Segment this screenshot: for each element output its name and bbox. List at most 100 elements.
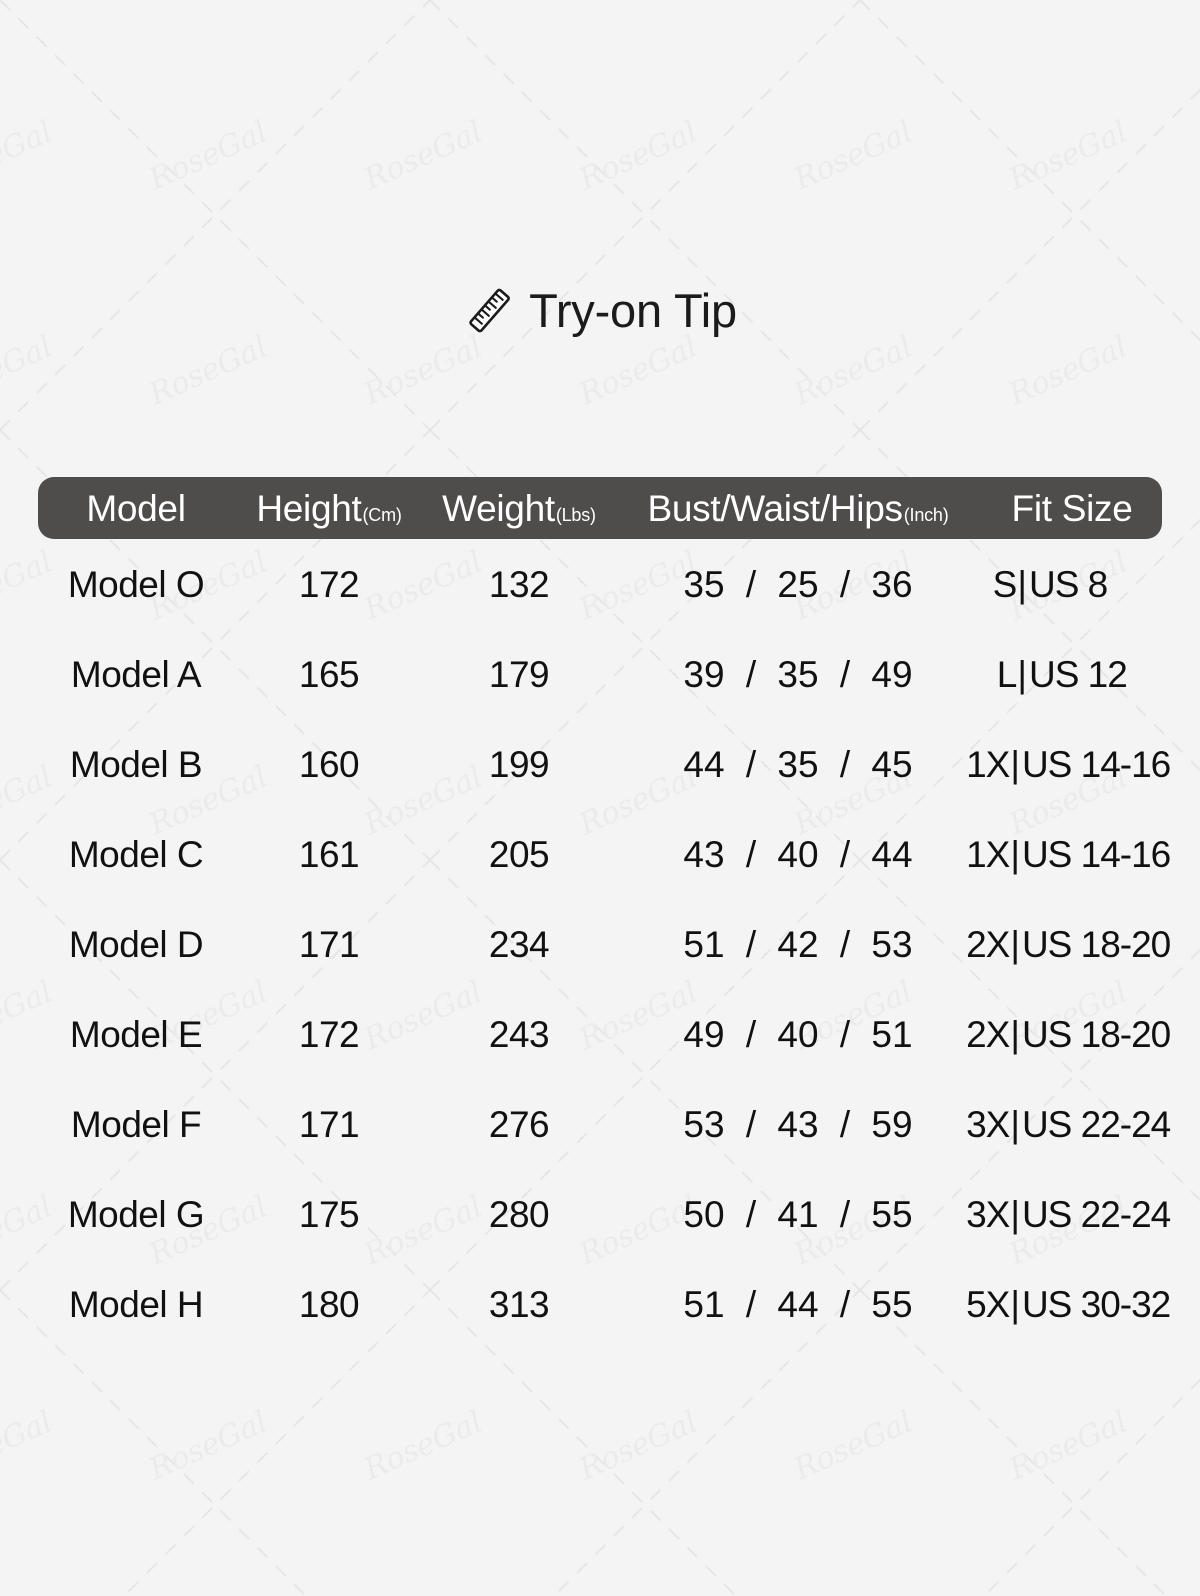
table-row: Model O 172 132 35 / 25 / 36 S | US 8 [38,539,1162,629]
measurement-waist: 40 [777,1013,819,1055]
cell-model: Model D [68,923,204,965]
cell-fit-size: 3X | US 22-24 [966,1196,1171,1233]
measurement-bust: 53 [683,1103,725,1145]
fit-size-us: US 18-20 [1021,923,1171,965]
column-header-fit-size: Fit Size [982,490,1162,527]
cell-bust-waist-hips: 50 / 41 / 55 [614,1196,982,1233]
cell-height: 171 [298,923,360,965]
measurement-bust: 35 [683,563,725,605]
column-header-bust-waist-hips-label: Bust/Waist/Hips [647,487,903,529]
measurement-separator: / [745,563,757,605]
fit-size-letter: L [996,653,1018,695]
fit-size-divider: | [1010,743,1020,785]
measurement-separator: / [745,1103,757,1145]
measurement-separator: / [839,1283,851,1325]
fit-size-letter: 1X [966,833,1010,875]
cell-fit-size: L | US 12 [982,656,1162,693]
cell-weight: 313 [488,1283,550,1325]
measurement-bust: 43 [683,833,725,875]
cell-fit-size: 5X | US 30-32 [966,1283,1171,1325]
measurement-bust: 39 [683,653,725,695]
cell-model: Model F [70,1103,202,1145]
measurement-separator: / [839,563,851,605]
cell-height: 161 [298,833,360,875]
measurement-waist: 41 [777,1193,819,1235]
cell-weight: 205 [488,833,550,875]
measurement-bust: 49 [683,1013,725,1055]
column-header-model-label: Model [86,487,186,529]
cell-weight: 179 [488,653,550,695]
measurement-separator: / [745,743,757,785]
measurement-separator: / [839,1193,851,1235]
column-header-weight: Weight (Lbs) [424,490,614,527]
table-header-row: Model Height (Cm) Weight (Lbs) Bust/Waist/… [38,477,1162,539]
cell-weight: 276 [488,1103,550,1145]
measurement-hips: 44 [871,833,913,875]
cell-height: 165 [298,653,360,695]
measurement-separator: / [839,1013,851,1055]
measurement-hips: 51 [871,1013,913,1055]
table-row: Model D 171 234 51 / 42 / 53 2X | US 18-20 [38,899,1171,989]
cell-height: 172 [298,1013,360,1055]
fit-size-letter: S [992,563,1018,605]
measurement-separator: / [839,923,851,965]
fit-size-divider: | [1017,563,1027,605]
page-title: Try-on Tip [0,282,1200,338]
measurement-bust: 44 [683,743,725,785]
column-header-bust-waist-hips-unit: (Inch) [903,504,949,525]
fit-size-letter: 3X [966,1193,1010,1235]
table-row: Model F 171 276 53 / 43 / 59 3X | US 22-24 [38,1079,1171,1169]
measurement-separator: / [839,653,851,695]
measurement-separator: / [839,1103,851,1145]
measurement-waist: 42 [777,923,819,965]
cell-height: 180 [298,1283,360,1325]
size-chart-table: Model Height (Cm) Weight (Lbs) Bust/Waist/… [38,477,1171,1349]
fit-size-divider: | [1010,923,1020,965]
cell-weight: 243 [488,1013,550,1055]
cell-model: Model O [67,563,205,605]
cell-bust-waist-hips: 51 / 44 / 55 [614,1286,982,1323]
cell-height: 175 [298,1193,360,1235]
measurement-separator: / [745,1013,757,1055]
cell-bust-waist-hips: 53 / 43 / 59 [614,1106,982,1143]
cell-weight: 234 [488,923,550,965]
fit-size-us: US 22-24 [1021,1193,1171,1235]
measurement-separator: / [745,1283,757,1325]
column-header-fit-size-label: Fit Size [1011,487,1133,529]
measurement-waist: 44 [777,1283,819,1325]
table-body: Model O 172 132 35/25/36 S | US 8 Model A 165 179… [38,539,1171,1349]
cell-bust-waist-hips: 39 / 35 / 49 [614,656,982,693]
measurement-waist: 35 [777,743,819,785]
fit-size-divider: | [1010,1103,1020,1145]
cell-fit-size: 2X | US 18-20 [966,1013,1171,1055]
fit-size-letter: 5X [966,1283,1010,1325]
fit-size-divider: | [1010,1283,1020,1325]
column-header-bust-waist-hips: Bust/Waist/Hips (Inch) [614,490,982,527]
column-header-weight-unit: (Lbs) [555,504,596,525]
measurement-hips: 55 [871,1193,913,1235]
measurement-waist: 35 [777,653,819,695]
cell-fit-size: 1X | US 14-16 [966,836,1171,873]
measurement-separator: / [839,743,851,785]
measurement-hips: 53 [871,923,913,965]
fit-size-divider: | [1010,1013,1020,1055]
cell-model: Model H [68,1283,204,1325]
fit-size-us: US 8 [1028,563,1108,605]
column-header-weight-label: Weight [442,487,555,529]
cell-height: 171 [298,1103,360,1145]
cell-model: Model A [70,653,202,695]
measurement-waist: 40 [777,833,819,875]
cell-weight: 132 [488,563,550,605]
measurement-separator: / [839,833,851,875]
table-row: Model B 160 199 44 / 35 / 45 1X | US 14-16 [38,719,1171,809]
cell-bust-waist-hips: 43 / 40 / 44 [614,836,982,873]
measurement-waist: 43 [777,1103,819,1145]
measurement-separator: / [745,833,757,875]
cell-fit-size: S | US 8 [982,566,1162,603]
cell-model: Model C [68,833,204,875]
cell-bust-waist-hips: 44 / 35 / 45 [614,746,982,783]
fit-size-us: US 14-16 [1021,833,1171,875]
page-title-text: Try-on Tip [529,283,737,337]
measurement-separator: / [745,923,757,965]
measurement-separator: / [745,653,757,695]
